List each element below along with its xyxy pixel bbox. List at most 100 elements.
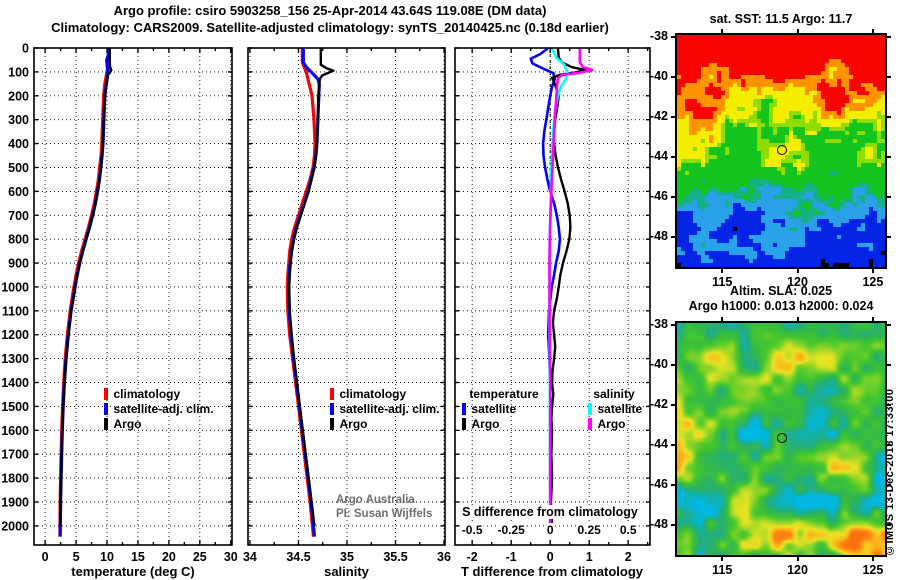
x-tick-label: 2 bbox=[625, 550, 632, 564]
legend-entry-argo: Argo bbox=[330, 417, 368, 431]
lon-tick bbox=[721, 317, 724, 321]
series-climatology bbox=[285, 48, 317, 537]
x-tick-label: 5 bbox=[73, 550, 80, 564]
lat-tick-label: -38 bbox=[649, 317, 668, 331]
depth-tick-label: 500 bbox=[8, 161, 29, 175]
legend-entry-climatology: climatology bbox=[104, 387, 180, 401]
lon-tick bbox=[721, 29, 724, 33]
x-tick-label: 1 bbox=[586, 550, 593, 564]
depth-tick-label: 300 bbox=[8, 113, 29, 127]
imos-watermark: ©IMOS 13-Dec-2018 17:33:00 bbox=[884, 388, 896, 556]
sst-map-title: sat. SST: 11.5 Argo: 11.7 bbox=[709, 12, 853, 26]
legend-entry-argo: Argo bbox=[588, 417, 626, 431]
x-tick-label: 0 bbox=[42, 550, 49, 564]
lat-tick bbox=[887, 404, 891, 406]
lat-tick bbox=[671, 444, 675, 446]
depth-tick-label: 400 bbox=[8, 137, 29, 151]
temperature-profile-chart: 0 5 10 15 20 25 300100200300400500600700800900… bbox=[1, 42, 238, 565]
legend-entry-argo: Argo bbox=[104, 417, 142, 431]
legend-marker bbox=[330, 403, 334, 415]
lon-tick bbox=[796, 557, 799, 561]
depth-tick-label: 1900 bbox=[1, 495, 29, 509]
lat-tick bbox=[887, 364, 891, 366]
sla-map-title-line2: Argo h1000: 0.013 h2000: 0.024 bbox=[688, 299, 874, 313]
lat-tick bbox=[671, 196, 675, 198]
lon-tick bbox=[871, 269, 874, 273]
lat-tick bbox=[671, 236, 675, 238]
plot-frame bbox=[247, 47, 446, 546]
x-tick-label: -2 bbox=[467, 550, 478, 564]
depth-tick-label: 1000 bbox=[1, 280, 29, 294]
depth-tick-label: 1300 bbox=[1, 352, 29, 366]
lon-tick-label: 120 bbox=[787, 563, 808, 577]
depth-tick-label: 1600 bbox=[1, 424, 29, 438]
depth-tick-label: 800 bbox=[8, 233, 29, 247]
s-tick-label: 0.5 bbox=[618, 523, 638, 537]
lon-tick bbox=[796, 269, 799, 273]
difference-profile-chart: -2 -1 0 1 2 bbox=[454, 46, 651, 564]
lat-tick bbox=[887, 524, 891, 526]
legend-marker bbox=[104, 388, 108, 400]
x-tick-label: 35 bbox=[340, 550, 354, 564]
depth-tick-label: 2000 bbox=[1, 519, 29, 533]
series-argo bbox=[288, 48, 335, 527]
t-difference-axis-label: T difference from climatology bbox=[460, 564, 644, 579]
legend-label: Argo bbox=[597, 417, 626, 431]
profile-location-marker bbox=[776, 144, 787, 155]
lat-tick-label: -46 bbox=[649, 477, 668, 491]
legend-label: satellite-adj. clim. bbox=[339, 402, 440, 416]
lat-tick-label: -46 bbox=[649, 189, 668, 203]
depth-tick-label: 700 bbox=[8, 209, 29, 223]
series-climatology bbox=[58, 47, 111, 537]
depth-tick-label: 0 bbox=[22, 42, 29, 56]
lat-tick bbox=[887, 156, 891, 158]
lon-tick bbox=[796, 29, 799, 33]
temperature-axis-label: temperature (deg C) bbox=[71, 564, 195, 579]
legend-label: satellite bbox=[471, 402, 517, 416]
lat-tick-label: -44 bbox=[649, 437, 668, 451]
lon-tick-label: 115 bbox=[712, 275, 733, 289]
series-salinity-argo bbox=[548, 48, 594, 526]
lat-tick bbox=[671, 76, 675, 78]
s-tick-label: -0.5 bbox=[460, 523, 484, 537]
lat-tick bbox=[887, 324, 891, 326]
lon-tick-label: 125 bbox=[862, 563, 884, 577]
legend-marker bbox=[330, 388, 334, 400]
legend-marker bbox=[104, 418, 108, 430]
depth-tick-label: 1500 bbox=[1, 400, 29, 414]
legend-group-header-temperature: temperature bbox=[469, 387, 539, 401]
lat-tick bbox=[671, 484, 675, 486]
lat-tick bbox=[887, 236, 891, 238]
lat-tick-label: -42 bbox=[649, 397, 668, 411]
lat-tick bbox=[887, 196, 891, 198]
depth-tick-label: 200 bbox=[8, 89, 29, 103]
sla-map-title-line1: Altim. SLA: 0.025 bbox=[729, 284, 833, 298]
legend-label: Argo bbox=[339, 417, 368, 431]
s-tick-label: 0 bbox=[545, 523, 555, 537]
depth-tick-label: 1200 bbox=[1, 328, 29, 342]
depth-tick-label: 100 bbox=[8, 65, 29, 79]
lon-tick-label: 125 bbox=[862, 275, 884, 289]
legend-marker bbox=[588, 403, 592, 415]
legend-entry-argo: Argo bbox=[462, 417, 500, 431]
x-tick-label: 36 bbox=[437, 550, 451, 564]
x-tick-label: 15 bbox=[131, 550, 145, 564]
lon-tick bbox=[871, 557, 874, 561]
s-difference-axis-label: S difference from climatology bbox=[460, 505, 640, 519]
depth-tick-label: 1700 bbox=[1, 448, 29, 462]
plot-frame bbox=[454, 47, 651, 546]
lat-tick bbox=[887, 484, 891, 486]
lat-tick-label: -48 bbox=[649, 229, 668, 243]
plot-frame bbox=[33, 47, 233, 546]
legend-marker bbox=[462, 403, 466, 415]
lon-tick-label: 115 bbox=[712, 563, 733, 577]
legend-entry-satellite-adj-clim-: satellite-adj. clim. bbox=[330, 402, 440, 416]
s-tick-label: 0.25 bbox=[576, 523, 602, 537]
lat-tick bbox=[887, 444, 891, 446]
legend-entry-climatology: climatology bbox=[330, 387, 406, 401]
lon-tick bbox=[721, 269, 724, 273]
x-tick-label: 20 bbox=[162, 550, 176, 564]
legend-label: satellite bbox=[597, 402, 643, 416]
lon-tick bbox=[796, 317, 799, 321]
